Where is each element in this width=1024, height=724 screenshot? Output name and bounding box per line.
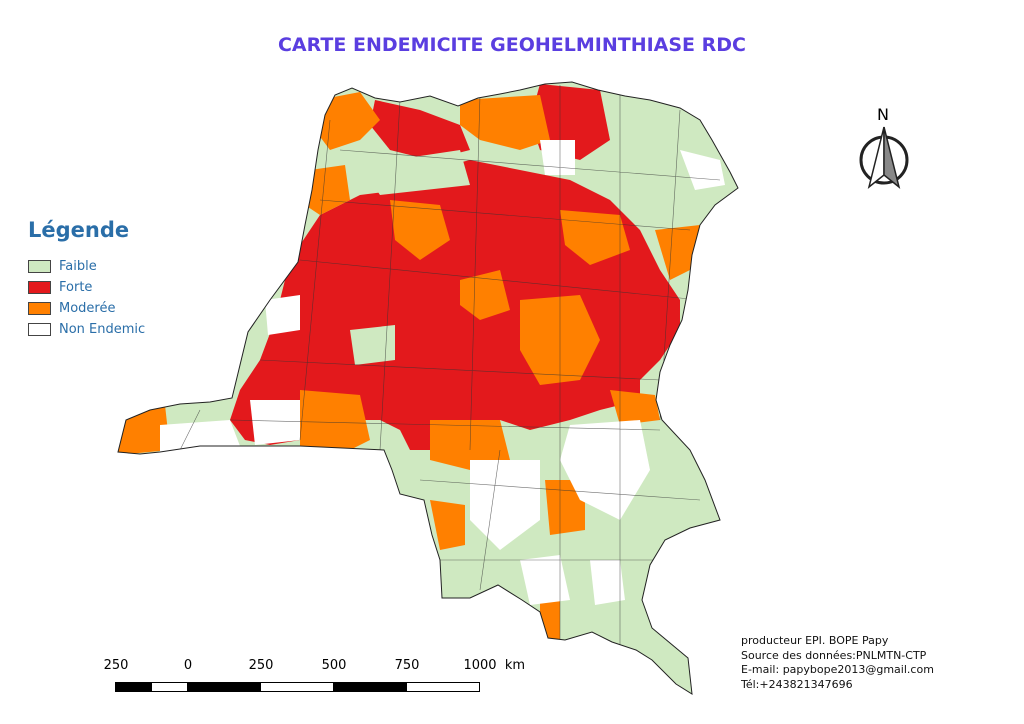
credit-phone: Tél:+243821347696: [741, 677, 853, 691]
region-faible: [360, 150, 470, 195]
scale-tick: 250: [248, 658, 274, 673]
scale-segment: [115, 682, 152, 692]
scale-tick: 1000: [463, 658, 497, 673]
region-moderee: [315, 92, 380, 150]
scale-unit: km: [504, 658, 526, 673]
legend-item-non-endemic: Non Endemic: [28, 319, 145, 340]
swatch-faible: [28, 260, 51, 273]
region-moderee: [460, 270, 510, 320]
region-faible: [350, 325, 395, 365]
region-forte: [370, 100, 470, 160]
north-label: N: [877, 105, 889, 124]
scale-tick: 0: [183, 658, 193, 673]
map-title: CARTE ENDEMICITE GEOHELMINTHIASE RDC: [277, 34, 746, 56]
region-non-endemic: [520, 555, 570, 605]
region-moderee: [610, 390, 660, 425]
scale-segment: [260, 682, 334, 692]
region-non-endemic: [250, 400, 300, 445]
legend-label: Forte: [59, 280, 93, 295]
legend-item-faible: Faible: [28, 256, 145, 277]
region-moderee: [430, 500, 465, 550]
region-non-endemic: [470, 460, 540, 550]
legend-item-forte: Forte: [28, 277, 145, 298]
region-moderee: [300, 390, 370, 460]
region-non-endemic: [680, 150, 725, 190]
credit-producer: producteur EPI. BOPE Papy: [741, 634, 889, 647]
region-non-endemic: [265, 295, 300, 335]
credit-email: E-mail: papybope2013@gmail.com: [741, 663, 934, 676]
scale-tick: 750: [394, 658, 420, 673]
scale-tick: 500: [321, 658, 347, 673]
scale-segment: [406, 682, 480, 692]
swatch-moderee: [28, 302, 51, 315]
legend-item-moderee: Moderée: [28, 298, 145, 319]
credits: producteur EPI. BOPE Papy Source des don…: [741, 634, 934, 692]
scale-tick: 250: [103, 658, 129, 673]
scale-bar: 250 0 250 500 750 1000 km: [100, 658, 540, 698]
scale-segment: [333, 682, 407, 692]
region-moderee: [390, 200, 450, 260]
region-non-endemic: [540, 140, 575, 175]
legend-label: Non Endemic: [59, 322, 146, 337]
legend-label: Faible: [59, 259, 97, 274]
scale-segment: [151, 682, 188, 692]
region-non-endemic: [160, 420, 240, 452]
north-arrow: N: [855, 105, 913, 190]
swatch-forte: [28, 281, 51, 294]
region-moderee: [655, 225, 700, 280]
region-moderee: [460, 95, 550, 150]
north-arrow-icon: [859, 126, 909, 189]
region-moderee: [545, 480, 585, 535]
legend: Légende Faible Forte Moderée Non Endemic: [28, 218, 145, 340]
credit-source: Source des données:PNLMTN-CTP: [741, 648, 927, 662]
region-non-endemic: [590, 560, 625, 605]
district-borders: [179, 85, 721, 650]
swatch-non-endemic: [28, 323, 51, 336]
legend-label: Moderée: [59, 301, 116, 316]
legend-title: Légende: [28, 218, 130, 242]
scale-segment: [187, 682, 261, 692]
region-moderee: [305, 165, 350, 215]
